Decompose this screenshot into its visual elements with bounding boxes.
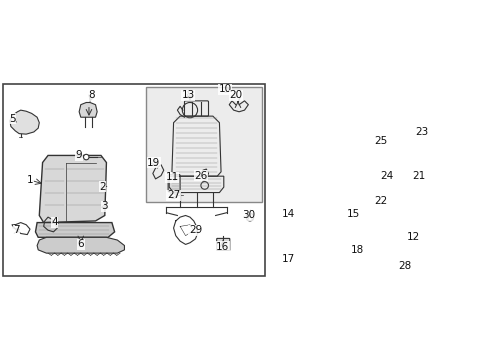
Text: 26: 26 bbox=[194, 171, 207, 181]
Text: 22: 22 bbox=[374, 196, 388, 206]
Text: 3: 3 bbox=[101, 201, 108, 211]
Text: 27: 27 bbox=[167, 190, 180, 200]
Text: 23: 23 bbox=[415, 127, 428, 137]
Text: 4: 4 bbox=[51, 217, 58, 227]
Text: 8: 8 bbox=[88, 90, 95, 100]
Text: 6: 6 bbox=[77, 239, 84, 249]
Circle shape bbox=[246, 213, 254, 221]
Text: 10: 10 bbox=[219, 84, 231, 94]
FancyBboxPatch shape bbox=[356, 231, 379, 253]
Text: 16: 16 bbox=[216, 242, 229, 252]
Polygon shape bbox=[79, 103, 97, 117]
Polygon shape bbox=[379, 142, 393, 154]
Text: 24: 24 bbox=[380, 171, 393, 181]
FancyBboxPatch shape bbox=[329, 231, 352, 253]
Text: 19: 19 bbox=[147, 158, 161, 167]
Polygon shape bbox=[10, 110, 39, 134]
Text: 11: 11 bbox=[165, 172, 178, 182]
Polygon shape bbox=[39, 156, 106, 222]
Text: 14: 14 bbox=[282, 209, 295, 219]
Circle shape bbox=[83, 154, 89, 160]
Text: 20: 20 bbox=[229, 90, 243, 100]
Text: 28: 28 bbox=[398, 261, 412, 271]
Bar bbox=[274, 215, 292, 222]
Text: 5: 5 bbox=[9, 114, 15, 124]
Circle shape bbox=[343, 214, 350, 220]
FancyBboxPatch shape bbox=[168, 175, 180, 192]
Circle shape bbox=[349, 249, 355, 255]
Polygon shape bbox=[35, 222, 115, 237]
FancyBboxPatch shape bbox=[298, 228, 390, 256]
Text: 1: 1 bbox=[27, 175, 33, 185]
Text: 18: 18 bbox=[351, 245, 364, 255]
FancyBboxPatch shape bbox=[217, 238, 230, 251]
FancyBboxPatch shape bbox=[305, 231, 327, 253]
Polygon shape bbox=[37, 237, 124, 253]
Text: 13: 13 bbox=[182, 90, 195, 100]
Text: 21: 21 bbox=[413, 171, 426, 181]
Text: 9: 9 bbox=[76, 150, 82, 161]
Bar bbox=[147, 87, 262, 202]
Text: 7: 7 bbox=[13, 225, 20, 235]
Text: 2: 2 bbox=[99, 181, 106, 192]
Text: 29: 29 bbox=[189, 225, 202, 235]
Polygon shape bbox=[408, 168, 423, 181]
Circle shape bbox=[412, 129, 420, 138]
Polygon shape bbox=[379, 166, 394, 177]
Bar bbox=[289, 222, 390, 262]
Text: 17: 17 bbox=[282, 254, 295, 264]
FancyBboxPatch shape bbox=[293, 225, 394, 260]
Text: 30: 30 bbox=[242, 211, 255, 220]
Text: 25: 25 bbox=[374, 136, 388, 146]
Text: 12: 12 bbox=[407, 232, 420, 242]
Text: 15: 15 bbox=[347, 209, 360, 219]
